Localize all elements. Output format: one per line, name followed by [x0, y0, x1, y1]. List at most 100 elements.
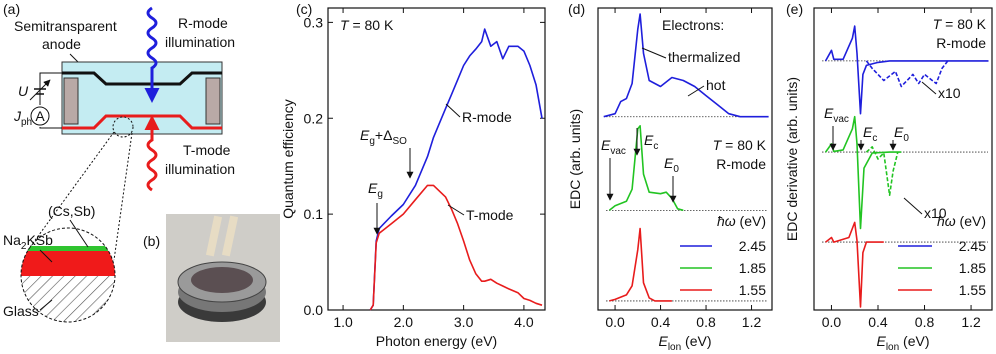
- text-part: ħω: [717, 213, 736, 229]
- text-part: E: [368, 180, 378, 196]
- x-tick-label: 1.0: [333, 314, 353, 330]
- text-part: U: [18, 83, 29, 99]
- leader: [903, 197, 923, 215]
- x-tick-label: 1.2: [742, 314, 762, 330]
- annotation: R-mode: [936, 35, 986, 51]
- annotation: x10: [924, 205, 947, 221]
- device-diagram: (a) Semitransparent anode R-mode illumin…: [3, 1, 235, 323]
- zoom-line: [113, 132, 133, 261]
- label: illumination: [165, 161, 235, 177]
- photo-lead: [205, 215, 223, 257]
- text-part: = 80 K: [721, 137, 766, 153]
- r-illumination: [144, 6, 160, 103]
- text-part: E: [360, 127, 370, 143]
- spacer: [205, 77, 221, 125]
- zoom-circle: [112, 116, 134, 138]
- legend-label: 1.85: [739, 260, 766, 276]
- t-illumination: [144, 115, 160, 192]
- x-tick-label: 2.0: [394, 314, 414, 330]
- panel-label: (d): [568, 1, 585, 17]
- ammeter: [30, 106, 50, 126]
- leader: [687, 85, 705, 97]
- label: illumination: [165, 34, 235, 50]
- text-part: c: [872, 133, 877, 144]
- text-part: E: [876, 333, 886, 349]
- text-part: g: [377, 189, 383, 200]
- text-part: 2: [21, 241, 27, 252]
- label: (Cs,Sb): [48, 203, 95, 219]
- annotation: x10: [938, 85, 961, 101]
- annotation: Eg+ΔSO: [360, 127, 407, 147]
- legend-label: 2.45: [959, 238, 986, 254]
- label: R-mode: [178, 15, 228, 31]
- text-part: = 80 K: [349, 17, 394, 33]
- annotation: Electrons:: [662, 17, 724, 33]
- data-line: [369, 28, 543, 311]
- x-tick-label: 0.0: [605, 314, 625, 330]
- label: T-mode: [183, 142, 231, 158]
- text-part: T: [340, 17, 350, 33]
- text-part: E: [863, 124, 873, 140]
- text-part: c: [653, 141, 658, 152]
- data-line: [609, 227, 672, 302]
- annotation: Evac: [824, 105, 849, 125]
- x-axis-label: Elon (eV): [876, 333, 929, 353]
- annotation: Evac: [601, 137, 626, 157]
- text-part: +Δ: [375, 127, 393, 143]
- plot-frame: [813, 7, 993, 311]
- data-line: [824, 25, 989, 115]
- series-label: T-mode: [466, 207, 514, 223]
- legend-label: 2.45: [739, 238, 766, 254]
- label: Semitransparent: [14, 18, 117, 34]
- leader: [921, 81, 937, 95]
- label: A: [35, 108, 45, 124]
- text-part: (eV): [736, 213, 766, 229]
- text-part: E: [601, 137, 611, 153]
- panel-label: (c): [296, 1, 312, 17]
- text-part: vac: [833, 114, 849, 125]
- x-tick-label: 3.0: [454, 314, 474, 330]
- leader: [39, 299, 53, 311]
- text-part: E: [644, 132, 654, 148]
- leader: [39, 249, 53, 263]
- text-part: = 80 K: [941, 16, 986, 32]
- legend-label: 1.55: [959, 282, 986, 298]
- annotation: E0: [664, 155, 679, 175]
- annotation: T = 80 K: [713, 137, 767, 153]
- leader: [447, 204, 465, 216]
- series-label: R-mode: [462, 109, 512, 125]
- plot-frame: [597, 7, 773, 311]
- annotation: R-mode: [716, 156, 766, 172]
- text-part: SO: [392, 136, 407, 147]
- leader: [69, 219, 89, 248]
- text-part: Na: [3, 232, 21, 248]
- spacer: [63, 77, 79, 125]
- legend-title: ħω (eV): [937, 213, 986, 229]
- panel-label: (b): [143, 233, 160, 249]
- data-line: [825, 221, 884, 308]
- variable-arrow: [29, 79, 51, 101]
- y-tick-label: 0.1: [304, 206, 324, 222]
- wire: [39, 127, 62, 129]
- y-tick-label: 0.0: [304, 302, 324, 318]
- photo-window: [191, 267, 253, 293]
- x-tick-label: 0.4: [651, 314, 671, 330]
- annotation: Ec: [644, 132, 658, 152]
- leader: [641, 47, 667, 59]
- text-part: ph: [21, 117, 32, 128]
- panel-label: (e): [786, 1, 803, 17]
- photo: (b): [143, 214, 280, 342]
- photocathode: [62, 114, 222, 130]
- photo-lead: [221, 215, 239, 257]
- text-part: lon: [886, 342, 899, 353]
- text-part: E: [894, 124, 904, 140]
- text-part: 0: [673, 164, 679, 175]
- legend-title: ħω (eV): [717, 213, 766, 229]
- panel-label: (a): [3, 1, 20, 17]
- data-line: [603, 13, 769, 118]
- y-tick-label: 0.3: [304, 14, 324, 30]
- y-tick-label: 0.2: [304, 110, 324, 126]
- text-part: E: [824, 105, 834, 121]
